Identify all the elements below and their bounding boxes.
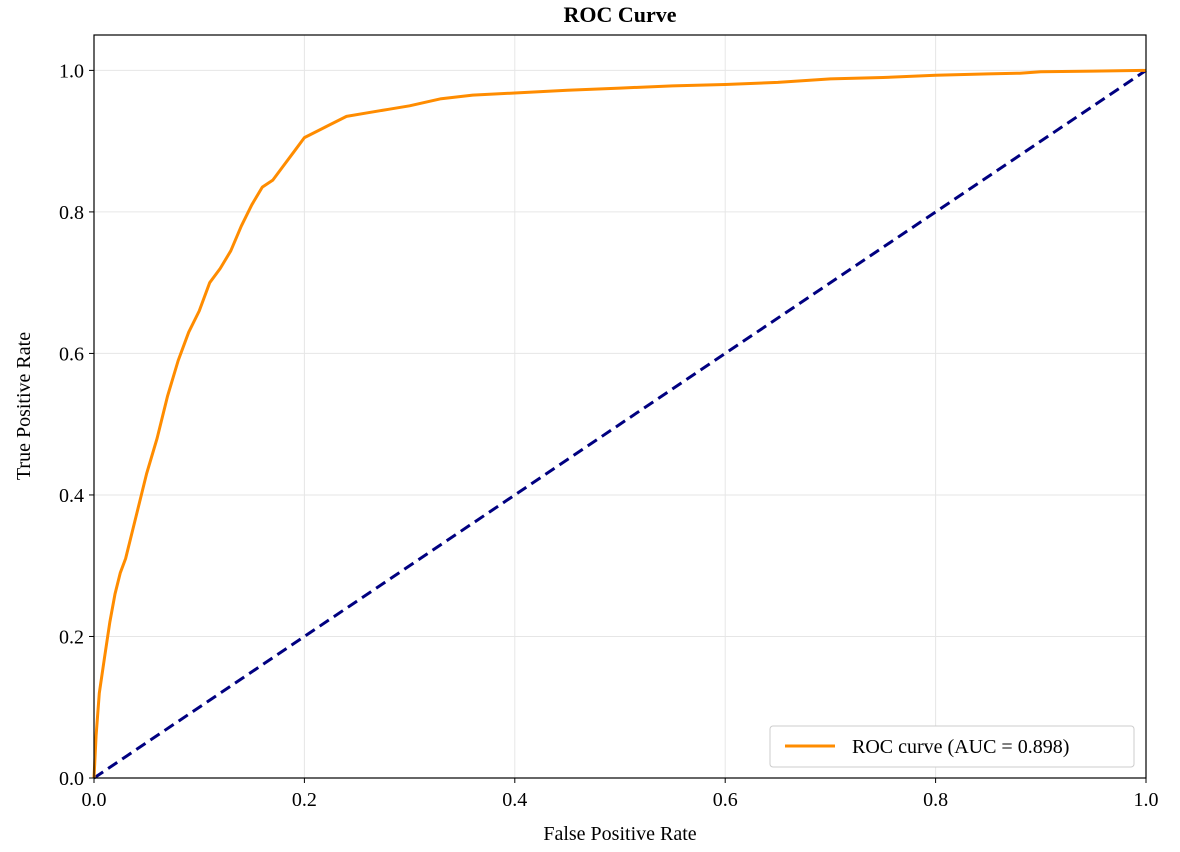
x-tick-label: 0.8 bbox=[923, 789, 948, 811]
y-tick-label: 0.6 bbox=[59, 343, 84, 365]
y-tick-label: 0.8 bbox=[59, 202, 84, 224]
chart-title: ROC Curve bbox=[563, 2, 676, 27]
x-axis-label: False Positive Rate bbox=[543, 823, 696, 845]
y-tick-label: 1.0 bbox=[59, 60, 84, 82]
y-ticks: 0.0 0.2 0.4 0.6 0.8 1.0 bbox=[59, 60, 94, 790]
y-tick-label: 0.4 bbox=[59, 485, 84, 507]
legend-label: ROC curve (AUC = 0.898) bbox=[852, 736, 1069, 758]
grid bbox=[93, 35, 1147, 779]
y-axis-label: True Positive Rate bbox=[13, 332, 35, 480]
legend: ROC curve (AUC = 0.898) bbox=[769, 725, 1135, 768]
x-tick-label: 0.6 bbox=[713, 789, 738, 811]
roc-curve-line bbox=[92, 68, 1147, 779]
legend-box bbox=[769, 725, 1135, 768]
x-tick-label: 1.0 bbox=[1134, 789, 1159, 811]
x-ticks: 0.0 0.2 0.4 0.6 0.8 1.0 bbox=[82, 778, 1159, 811]
x-tick-label: 0.2 bbox=[292, 789, 317, 811]
x-tick-label: 0.0 bbox=[82, 789, 107, 811]
chance-line bbox=[93, 69, 1147, 780]
y-tick-label: 0.2 bbox=[59, 626, 84, 648]
x-tick-label: 0.4 bbox=[502, 789, 527, 811]
series-layer bbox=[92, 68, 1147, 780]
plot-frame bbox=[93, 34, 1147, 779]
y-tick-label: 0.0 bbox=[59, 768, 84, 790]
